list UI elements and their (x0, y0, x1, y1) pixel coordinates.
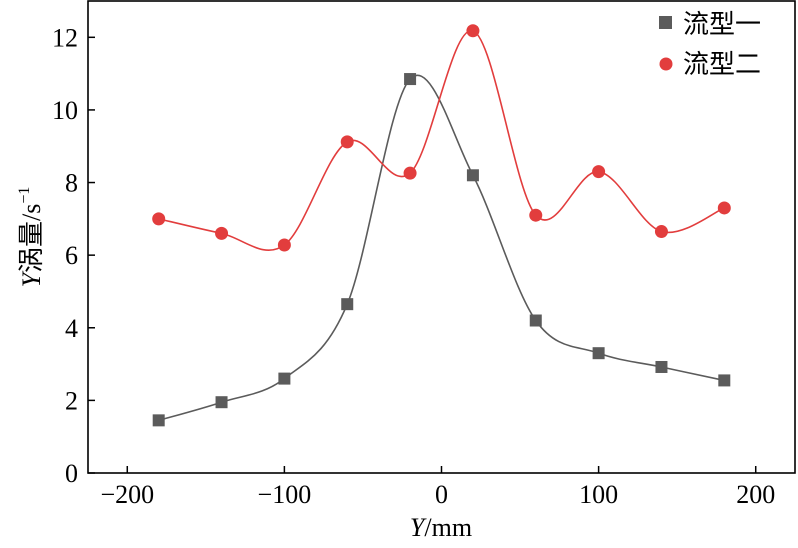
y-tick-label: 12 (52, 23, 78, 52)
x-axis-title-unit: /mm (424, 513, 472, 542)
series-1-point (404, 73, 417, 86)
series-2-line (158, 29, 725, 251)
y-tick-label: 6 (65, 241, 78, 270)
series-1-point (215, 396, 228, 409)
series-2-point (592, 165, 606, 179)
legend-label-series-2: 流型二 (683, 50, 761, 79)
series-2-point (466, 24, 480, 38)
x-tick-label: 200 (736, 480, 775, 509)
legend-marker-series-2 (659, 57, 673, 71)
series-1-point (341, 298, 354, 311)
series-2-point (654, 225, 668, 239)
x-tick-label: −200 (100, 480, 154, 509)
y-tick-labels: 0 2 4 6 8 10 12 (52, 23, 78, 488)
series-1-point (152, 414, 165, 427)
y-tick-label: 2 (65, 386, 78, 415)
series-2-point (215, 226, 229, 240)
legend-label-series-1: 流型一 (683, 10, 761, 39)
series-1-point (718, 374, 731, 387)
y-axis-title: Y涡量/s−1 (16, 187, 46, 288)
x-axis-title: Y/mm (410, 513, 472, 542)
series-1-point (529, 314, 542, 327)
series-1-point (466, 169, 479, 182)
series-2-point (403, 166, 417, 180)
series-1-point (278, 372, 291, 385)
series-2-point (340, 135, 354, 149)
y-axis-title-italic: Y (17, 270, 46, 287)
x-tick-label: 0 (435, 480, 448, 509)
x-tick-label: −100 (258, 480, 312, 509)
x-tick-labels: −200 −100 0 100 200 (100, 480, 775, 509)
series-2-point (529, 208, 543, 222)
series-2-point (152, 212, 166, 226)
y-tick-label: 10 (52, 96, 78, 125)
series-2-point (717, 201, 731, 215)
series-2-point (277, 238, 291, 252)
legend-marker-series-1 (659, 16, 672, 29)
series-1-point (592, 347, 605, 360)
y-tick-label: 4 (65, 314, 78, 343)
series-curves (158, 29, 725, 422)
legend: 流型一 流型二 (659, 10, 761, 79)
series-markers (152, 24, 731, 427)
y-axis-title-superscript: −1 (16, 187, 33, 204)
x-axis-title-italic: Y (410, 513, 427, 542)
x-tick-label: 100 (579, 480, 618, 509)
axis-ticks (88, 36, 757, 474)
y-tick-label: 8 (65, 169, 78, 198)
series-1-line (158, 74, 725, 422)
y-tick-label: 0 (65, 459, 78, 488)
y-axis-title-text: 涡量/s (17, 204, 46, 273)
series-1-point (655, 360, 668, 373)
